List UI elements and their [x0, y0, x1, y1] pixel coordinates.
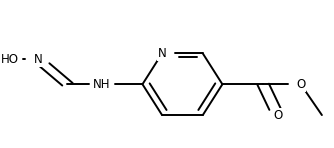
Text: O: O	[273, 108, 283, 122]
Text: N: N	[34, 53, 42, 66]
Text: O: O	[296, 78, 305, 91]
Text: HO: HO	[1, 53, 19, 66]
Text: NH: NH	[93, 78, 111, 91]
Text: N: N	[158, 47, 166, 60]
